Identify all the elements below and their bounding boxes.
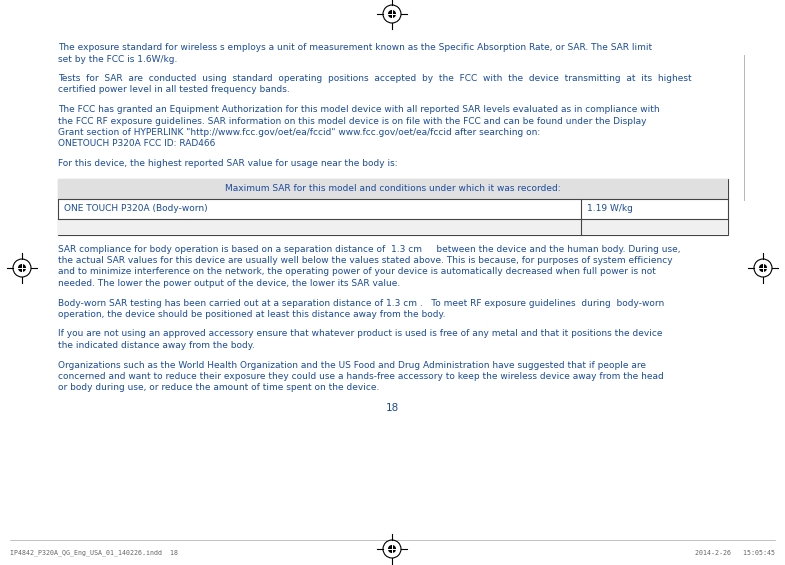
Text: concerned and want to reduce their exposure they could use a hands-free accessor: concerned and want to reduce their expos…	[58, 372, 664, 381]
Text: SAR compliance for body operation is based on a separation distance of  1.3 cm  : SAR compliance for body operation is bas…	[58, 245, 681, 254]
Bar	[58, 179, 728, 234]
Text: certified power level in all tested frequency bands.: certified power level in all tested freq…	[58, 85, 290, 94]
Text: needed. The lower the power output of the device, the lower its SAR value.: needed. The lower the power output of th…	[58, 279, 400, 288]
Text: Maximum SAR for this model and conditions under which it was recorded:: Maximum SAR for this model and condition…	[225, 184, 560, 193]
Text: 2014-2-26   15:05:45: 2014-2-26 15:05:45	[695, 550, 775, 556]
Text: The exposure standard for wireless s employs a unit of measurement known as the : The exposure standard for wireless s emp…	[58, 43, 652, 52]
Text: operation, the device should be positioned at least this distance away from the : operation, the device should be position…	[58, 310, 446, 319]
Text: If you are not using an approved accessory ensure that whatever product is used : If you are not using an approved accesso…	[58, 329, 663, 338]
Text: the FCC RF exposure guidelines. SAR information on this model device is on file : the FCC RF exposure guidelines. SAR info…	[58, 116, 647, 125]
Text: set by the FCC is 1.6W/kg.: set by the FCC is 1.6W/kg.	[58, 54, 177, 63]
Text: Organizations such as the World Health Organization and the US Food and Drug Adm: Organizations such as the World Health O…	[58, 360, 646, 370]
Text: Tests  for  SAR  are  conducted  using  standard  operating  positions  accepted: Tests for SAR are conducted using standa…	[58, 74, 692, 83]
Bar	[58, 179, 728, 198]
Circle shape	[388, 10, 396, 18]
Text: the indicated distance away from the body.: the indicated distance away from the bod…	[58, 341, 255, 350]
Text: ONE TOUCH P320A (Body-worn): ONE TOUCH P320A (Body-worn)	[64, 204, 207, 213]
Text: 18: 18	[385, 403, 399, 413]
Text: The FCC has granted an Equipment Authorization for this model device with all re: The FCC has granted an Equipment Authori…	[58, 105, 659, 114]
Text: and to minimize interference on the network, the operating power of your device : and to minimize interference on the netw…	[58, 267, 656, 276]
Text: the actual SAR values for this device are usually well below the values stated a: the actual SAR values for this device ar…	[58, 256, 673, 265]
Text: or body during use, or reduce the amount of time spent on the device.: or body during use, or reduce the amount…	[58, 384, 379, 393]
Text: For this device, the highest reported SAR value for usage near the body is:: For this device, the highest reported SA…	[58, 159, 398, 168]
Circle shape	[18, 264, 26, 272]
Circle shape	[388, 545, 396, 553]
Text: Grant section of HYPERLINK "http://www.fcc.gov/oet/ea/fccid" www.fcc.gov/oet/ea/: Grant section of HYPERLINK "http://www.f…	[58, 128, 540, 137]
Text: Body-worn SAR testing has been carried out at a separation distance of 1.3 cm . : Body-worn SAR testing has been carried o…	[58, 298, 664, 307]
Text: ONETOUCH P320A FCC ID: RAD466: ONETOUCH P320A FCC ID: RAD466	[58, 140, 215, 149]
Text: IP4842_P320A_QG_Eng_USA_01_140226.indd  18: IP4842_P320A_QG_Eng_USA_01_140226.indd 1…	[10, 550, 178, 557]
Text: 1.19 W/kg: 1.19 W/kg	[586, 204, 633, 213]
Circle shape	[759, 264, 767, 272]
Bar	[58, 219, 728, 234]
